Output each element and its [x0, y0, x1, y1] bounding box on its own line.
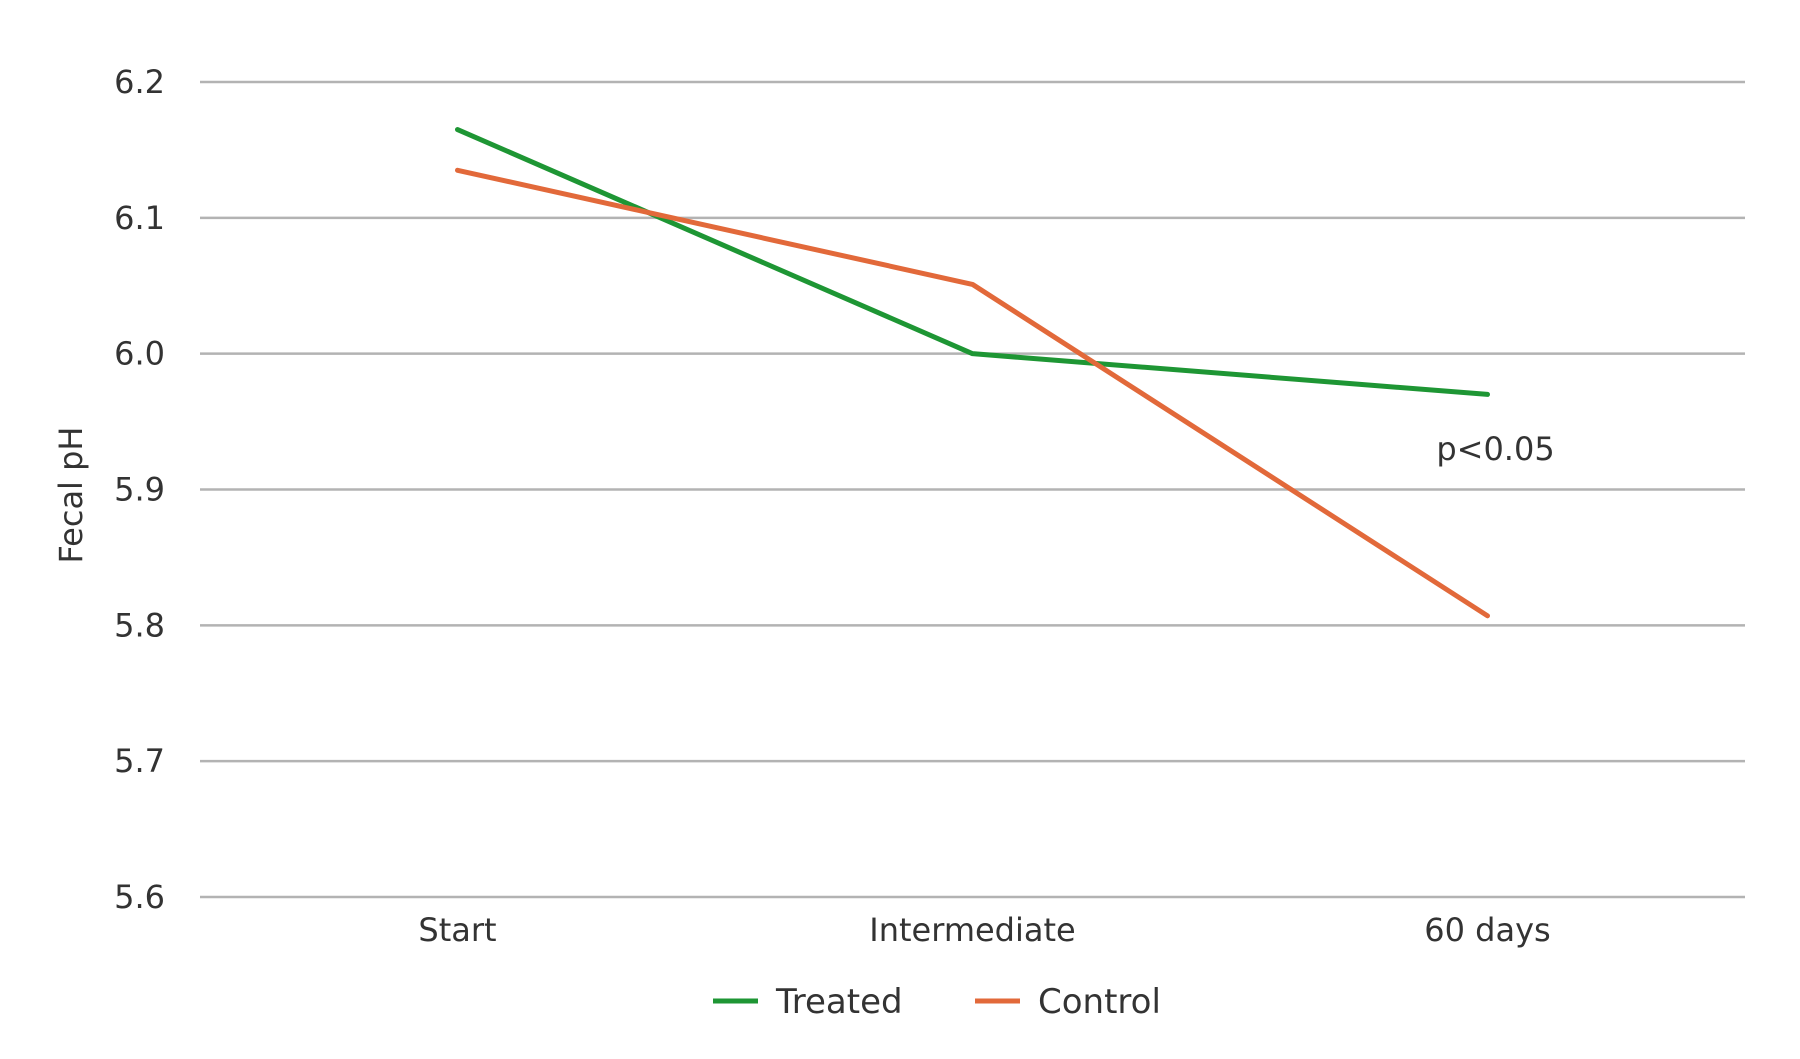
series-line-treated	[455, 127, 1490, 397]
y-tick-label: 5.8	[114, 606, 165, 644]
x-tick-label: Intermediate	[869, 911, 1075, 949]
y-axis-ticks: 5.6 5.7 5.8 5.9 6.0 6.1 6.2	[114, 63, 165, 916]
legend-label-treated: Treated	[775, 982, 903, 1022]
y-tick-label: 6.0	[114, 335, 165, 373]
y-tick-label: 6.1	[114, 199, 165, 237]
annotation-label: p<0.05	[1436, 430, 1554, 468]
y-tick-label: 6.2	[114, 63, 165, 101]
series-line-control	[455, 167, 1490, 619]
gridlines	[200, 80, 1745, 899]
y-tick-label: 5.7	[114, 742, 165, 780]
annotations: p<0.05	[1436, 430, 1554, 468]
series-lines	[455, 127, 1490, 619]
x-tick-label: 60 days	[1424, 911, 1550, 949]
x-axis-ticks: Start Intermediate 60 days	[418, 911, 1550, 949]
legend: Treated Control	[713, 982, 1161, 1022]
y-tick-label: 5.6	[114, 878, 165, 916]
y-axis-title: Fecal pH	[52, 427, 90, 564]
x-tick-label: Start	[418, 911, 496, 949]
legend-label-control: Control	[1038, 982, 1161, 1022]
y-tick-label: 5.9	[114, 471, 165, 509]
